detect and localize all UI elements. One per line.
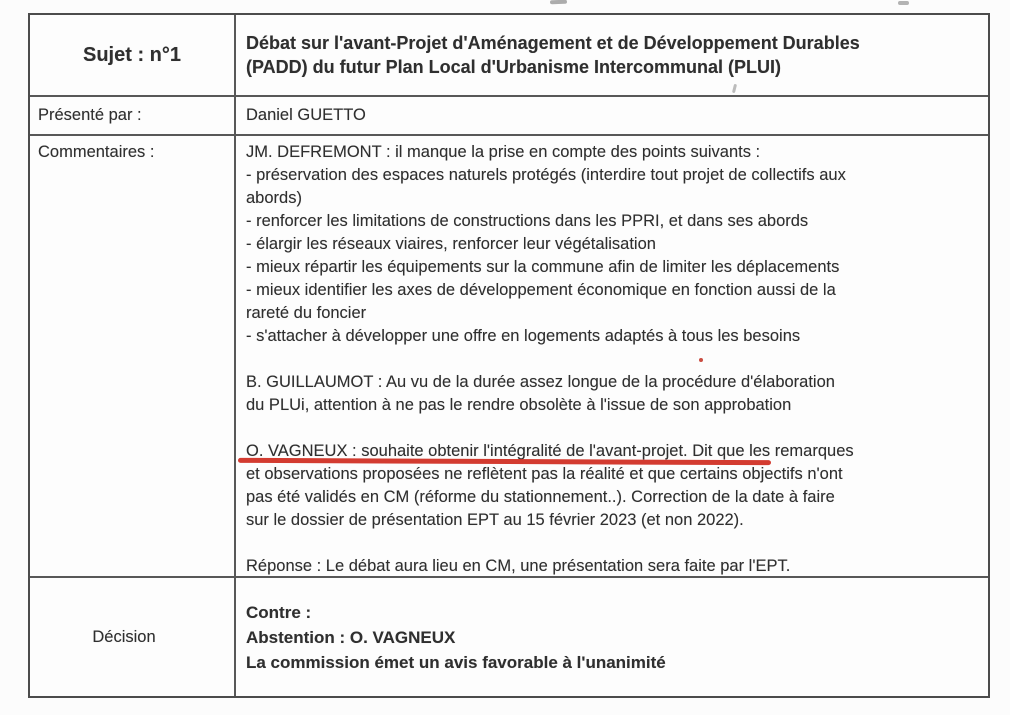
decision-row: Décision Contre : Abstention : O. VAGNEU…: [30, 578, 988, 696]
comment-vagneux-text: O. VAGNEUX : souhaite obtenir l'intégral…: [246, 442, 854, 529]
presenter-row-label: Présenté par :: [30, 97, 236, 134]
comments-row-label: Commentaires :: [30, 136, 236, 576]
comment-response: Réponse : Le débat aura lieu en CM, une …: [246, 557, 791, 575]
decision-content: Contre : Abstention : O. VAGNEUX La comm…: [246, 602, 666, 672]
scan-artifact-dash: [898, 1, 909, 5]
comment-vagneux: O. VAGNEUX : souhaite obtenir l'intégral…: [237, 440, 980, 532]
presenter-name: Daniel GUETTO: [246, 106, 366, 124]
subject-row-label: Sujet : n°1: [30, 15, 236, 95]
comment-guillaumot: B. GUILLAUMOT : Au vu de la durée assez …: [246, 373, 835, 414]
presenter-row: Présenté par : Daniel GUETTO: [30, 97, 988, 136]
comments-row: Commentaires : JM. DEFREMONT : il manque…: [30, 136, 988, 578]
comment-defremont: JM. DEFREMONT : il manque la prise en co…: [246, 143, 846, 345]
subject-record-table: Sujet : n°1 Débat sur l'avant-Projet d'A…: [28, 13, 990, 698]
subject-title: Débat sur l'avant-Projet d'Aménagement e…: [246, 33, 860, 77]
scan-artifact-dash: [549, 0, 568, 5]
comments-body: JM. DEFREMONT : il manque la prise en co…: [236, 136, 988, 576]
decision-row-label: Décision: [30, 578, 236, 696]
subject-row: Sujet : n°1 Débat sur l'avant-Projet d'A…: [30, 15, 988, 97]
